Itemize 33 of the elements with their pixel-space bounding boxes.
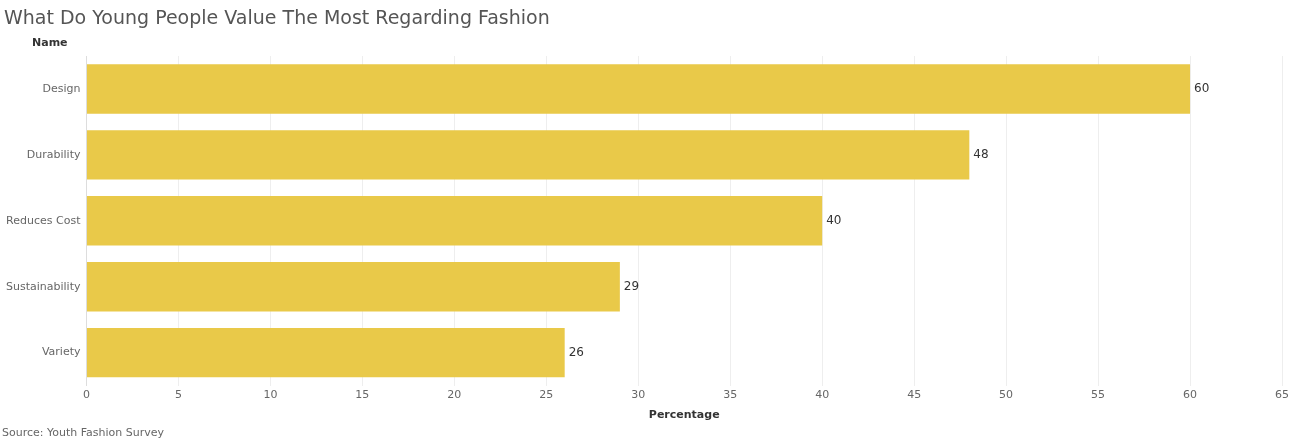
bar xyxy=(86,196,823,246)
x-tick-label: 55 xyxy=(1091,388,1106,402)
x-tick-label: 30 xyxy=(631,388,646,402)
x-tick-label: 5 xyxy=(174,388,182,402)
x-axis-title: Percentage xyxy=(648,408,720,422)
x-tick-label: 60 xyxy=(1183,388,1198,402)
source-note: Source: Youth Fashion Survey xyxy=(1,426,165,439)
y-tick-label: Design xyxy=(42,81,81,95)
bar xyxy=(86,64,1191,114)
x-tick-label: 40 xyxy=(815,388,830,402)
data-label: 40 xyxy=(826,212,842,227)
x-tick-label: 65 xyxy=(1275,388,1289,402)
y-tick-label: Durability xyxy=(26,147,81,161)
y-tick-label: Variety xyxy=(41,345,81,359)
chart-title: What Do Young People Value The Most Regarding Fashion xyxy=(3,5,551,30)
y-tick-label: Reduces Cost xyxy=(6,213,82,227)
data-label: 48 xyxy=(973,147,989,162)
x-tick-label: 20 xyxy=(447,388,462,402)
data-label: 60 xyxy=(1194,81,1210,96)
data-label: 26 xyxy=(568,344,584,359)
x-tick-label: 10 xyxy=(263,388,278,402)
bar xyxy=(86,130,970,180)
bar xyxy=(86,327,565,378)
x-tick-label: 35 xyxy=(723,388,738,402)
data-label: 29 xyxy=(623,278,640,293)
x-tick-label: 25 xyxy=(539,388,554,402)
x-tick-label: 15 xyxy=(355,388,370,402)
x-tick-label: 45 xyxy=(907,388,922,402)
x-tick-label: 0 xyxy=(82,388,90,402)
y-axis-title: Name xyxy=(32,36,68,50)
bar xyxy=(86,262,620,312)
x-tick-label: 50 xyxy=(999,388,1014,402)
y-tick-label: Sustainability xyxy=(6,279,81,293)
